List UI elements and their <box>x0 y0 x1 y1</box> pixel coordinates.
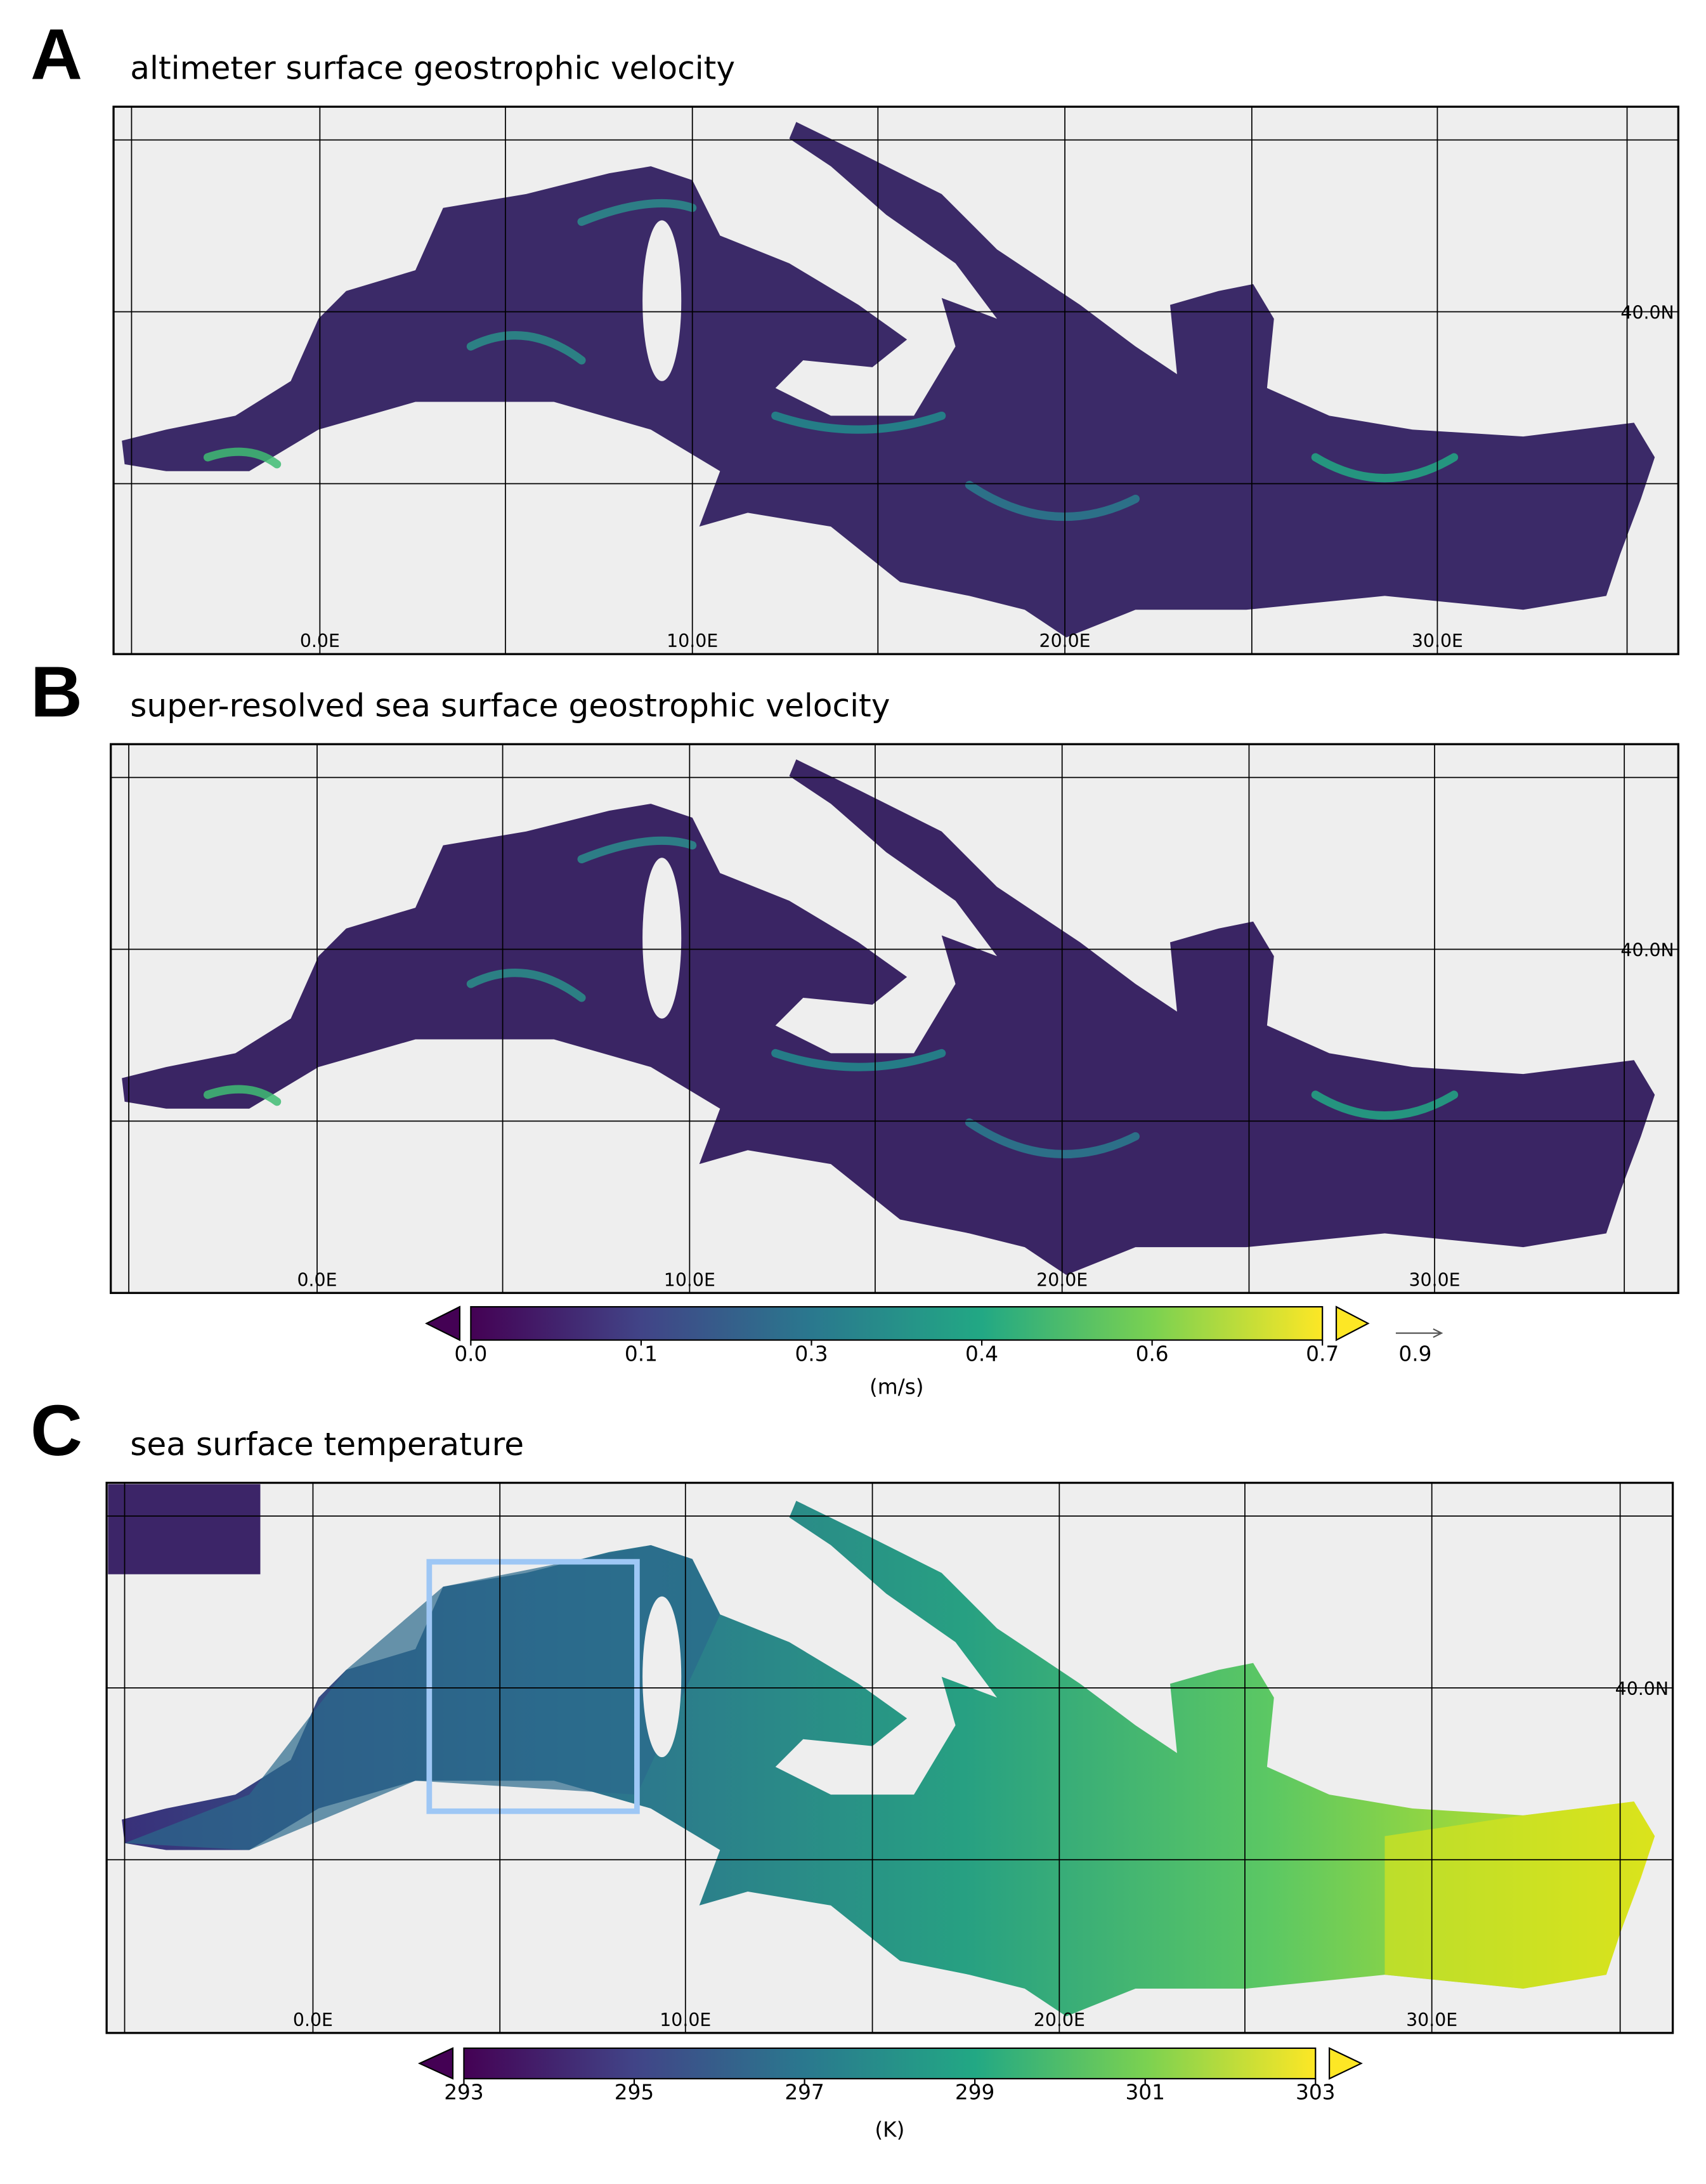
lon-label: 20.0E <box>1036 1269 1088 1290</box>
panel-letter: C <box>30 1390 82 1471</box>
current-streak <box>1311 1090 1459 1120</box>
colorbar-tick-label: 299 <box>955 2081 994 2105</box>
colorbar-tick-label: 295 <box>615 2081 654 2105</box>
colorbar-tick-label: 0.7 <box>1306 1342 1339 1366</box>
lon-label: 20.0E <box>1034 2010 1085 2030</box>
lat-label: 40.0N <box>1615 1678 1669 1699</box>
lat-label: 40.0N <box>1620 939 1674 960</box>
current-streak <box>965 1118 1140 1159</box>
colorbar-tick-label: 0.3 <box>795 1342 828 1366</box>
current-streak <box>203 447 282 469</box>
colorbar-tick-label: 303 <box>1296 2081 1335 2105</box>
sea-area <box>122 759 1655 1275</box>
current-streak <box>1311 453 1459 483</box>
colorbar-tick-label: 0.0 <box>454 1342 487 1366</box>
colorbar-unit: (m/s) <box>869 1375 924 1399</box>
colorbar-tick-label: 0.6 <box>1136 1342 1169 1366</box>
current-streak <box>577 836 697 864</box>
lon-label: 0.0E <box>297 1269 337 1290</box>
lat-label: 40.0N <box>1620 302 1674 323</box>
reference-arrow-head <box>1433 1328 1443 1338</box>
north-atlantic-patch <box>108 1484 261 1574</box>
panel-letter: B <box>30 651 82 732</box>
island <box>642 220 682 381</box>
panel-title: super-resolved sea surface geostrophic v… <box>130 686 890 724</box>
lon-label: 30.0E <box>1409 1269 1461 1290</box>
cold-area <box>124 1545 720 1850</box>
current-streak <box>466 969 586 1002</box>
highlight-box <box>426 1559 640 1814</box>
current-streak <box>771 411 946 434</box>
lon-label: 10.0E <box>664 1269 715 1290</box>
colorbar-extend-high <box>1329 2047 1363 2080</box>
colorbar-tick-label: 0.4 <box>965 1342 998 1366</box>
island <box>642 1596 682 1758</box>
warm-area <box>1384 1801 1655 1989</box>
colorbar-tick-label: 297 <box>785 2081 824 2105</box>
lon-label: 0.0E <box>293 2010 333 2030</box>
island <box>642 858 682 1019</box>
colorbar-extend-low <box>417 2047 454 2080</box>
lon-label: 20.0E <box>1039 631 1091 651</box>
panel-title: sea surface temperature <box>130 1425 524 1463</box>
colorbar <box>463 2047 1317 2080</box>
panel-title: altimeter surface geostrophic velocity <box>130 49 735 87</box>
reference-label: 0.9 <box>1398 1342 1431 1366</box>
colorbar-tick-label: 301 <box>1125 2081 1164 2105</box>
sea-area <box>122 1500 1655 2017</box>
colorbar-unit: (K) <box>875 2118 904 2142</box>
colorbar-extend-low <box>425 1305 460 1342</box>
lon-label: 10.0E <box>660 2010 711 2030</box>
lon-label: 30.0E <box>1406 2010 1457 2030</box>
colorbar-extend-high <box>1335 1305 1370 1342</box>
sea-area <box>122 122 1655 638</box>
colorbar-tick-label: 0.1 <box>625 1342 658 1366</box>
current-streak <box>965 481 1140 521</box>
lon-label: 30.0E <box>1412 631 1463 651</box>
current-streak <box>203 1085 282 1106</box>
panel-letter: A <box>30 14 82 95</box>
colorbar-tick-label: 293 <box>444 2081 483 2105</box>
lon-label: 10.0E <box>667 631 718 651</box>
current-streak <box>466 331 586 365</box>
current-streak <box>577 199 697 226</box>
colorbar <box>470 1306 1324 1341</box>
lon-label: 0.0E <box>300 631 340 651</box>
current-streak <box>771 1049 946 1071</box>
